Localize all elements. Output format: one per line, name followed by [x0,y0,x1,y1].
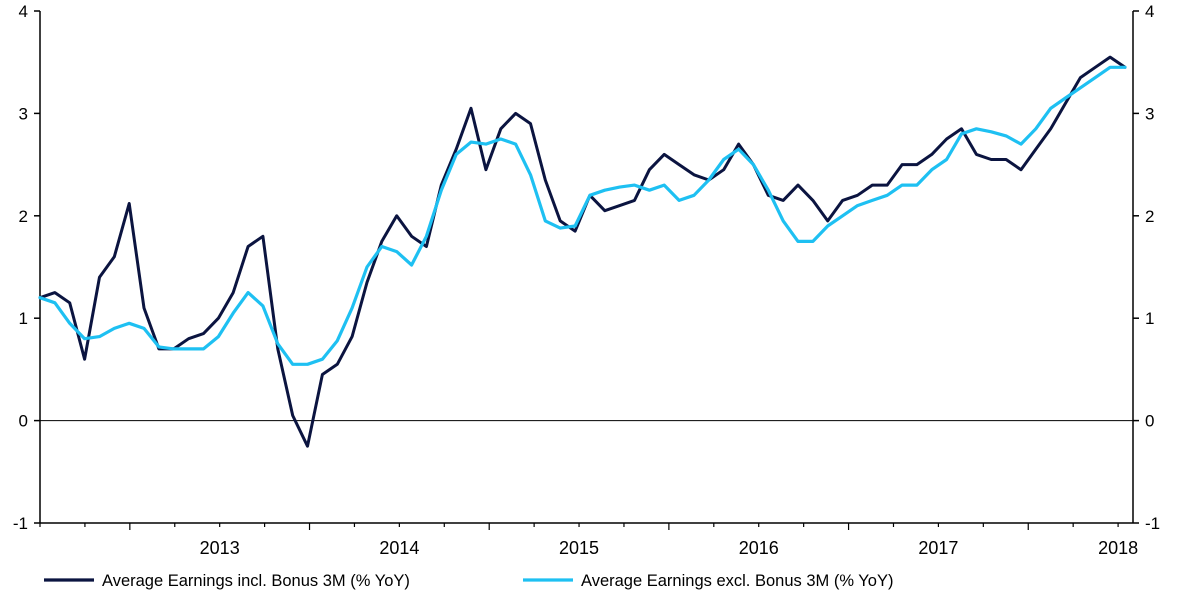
y-tick-label-left: 2 [19,207,28,226]
axes: -1 -1 0 0 1 1 2 2 3 3 4 4 2013 2014 2015 2016 2017 2018 [13,2,1160,558]
series-line-1 [38,55,1127,448]
x-tick-label: 2017 [918,538,958,558]
y-tick-label-right: 0 [1145,412,1154,431]
x-tick-label: 2013 [200,538,240,558]
legend-label-1: Average Earnings incl. Bonus 3M (% YoY) [102,572,410,590]
series-line-2 [38,65,1127,366]
y-tick-label-left: 0 [19,412,28,431]
y-tick-label-left: 3 [19,104,28,123]
y-tick-label-right: 1 [1145,309,1154,328]
legend: Average Earnings incl. Bonus 3M (% YoY) A… [44,572,893,590]
x-tick-label: 2015 [559,538,599,558]
y-tick-label-left: -1 [13,514,28,533]
y-tick-label-right: 2 [1145,207,1154,226]
y-tick-label-right: 4 [1145,2,1154,21]
x-tick-label: 2018 [1098,538,1138,558]
legend-label-2: Average Earnings excl. Bonus 3M (% YoY) [581,572,893,590]
x-tick-label: 2014 [379,538,419,558]
series-lines [38,55,1127,448]
y-tick-label-left: 1 [19,309,28,328]
y-tick-label-left: 4 [19,2,28,21]
y-tick-label-right: -1 [1145,514,1160,533]
y-tick-label-right: 3 [1145,104,1154,123]
x-tick-label: 2016 [739,538,779,558]
